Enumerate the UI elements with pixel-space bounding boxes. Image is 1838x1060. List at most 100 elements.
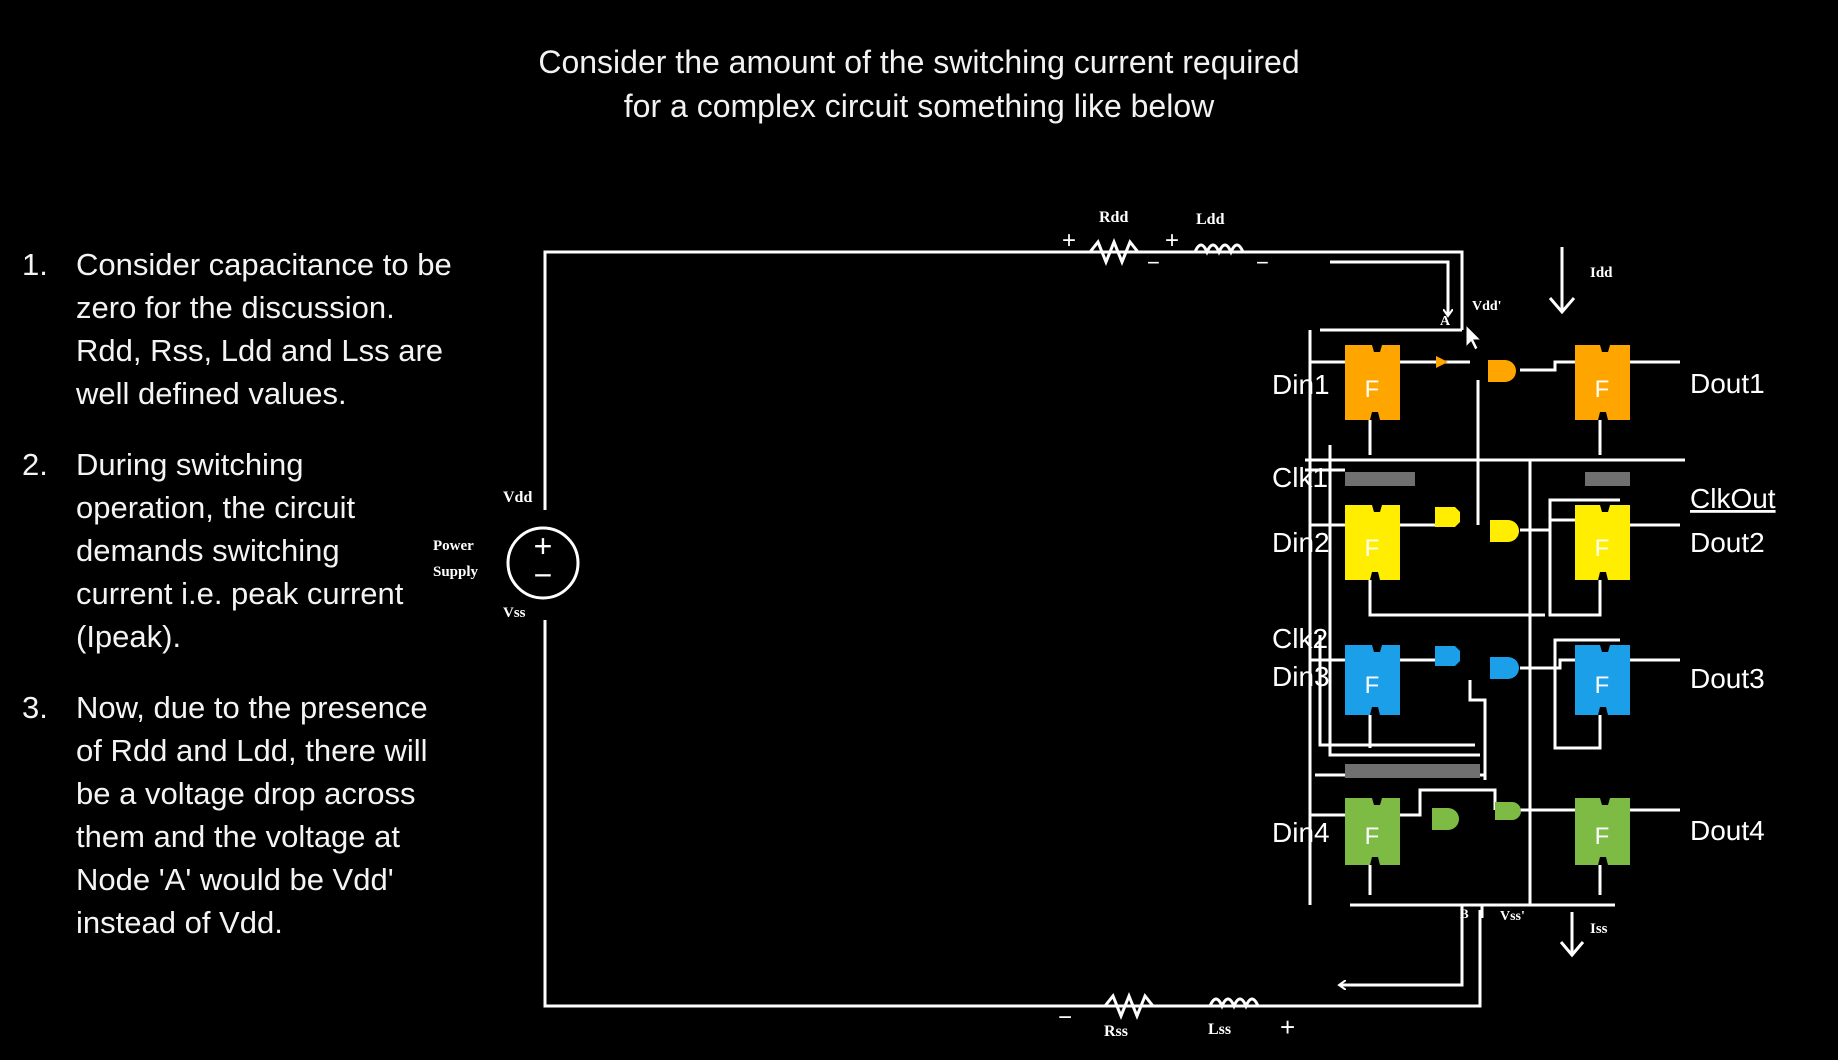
- gate-feed-5: [1400, 788, 1497, 817]
- din3-label: Din3: [1272, 661, 1330, 692]
- point-line: During switching: [76, 447, 304, 482]
- dout3-label: Dout3: [1690, 663, 1765, 694]
- rdd-label: Rdd: [1099, 209, 1128, 226]
- gate-to-ff-3: [1520, 658, 1575, 670]
- point-number: 2.: [22, 447, 48, 482]
- idd-branch: [1090, 250, 1464, 330]
- lss-inductor: [1208, 997, 1260, 1010]
- title-line-1: Consider the amount of the switching cur…: [538, 44, 1300, 80]
- point-line: current i.e. peak current: [76, 576, 404, 611]
- point-line: them and the voltage at: [76, 819, 401, 854]
- lss-label: Lss: [1208, 1021, 1231, 1038]
- clk-buffer-2: [1585, 472, 1630, 486]
- dout4-label: Dout4: [1690, 815, 1765, 846]
- clk2-line: [1318, 635, 1475, 747]
- ff-label: F: [1365, 535, 1380, 562]
- slide-title: Consider the amount of the switching cur…: [0, 40, 1838, 128]
- power-supply-symbol: [506, 526, 580, 600]
- node-a-arrow: [1330, 260, 1448, 315]
- vss-label: Vss: [503, 605, 526, 621]
- point-line: zero for the discussion.: [76, 290, 395, 325]
- right-tap-3: [1553, 638, 1620, 750]
- dout1-label: Dout1: [1690, 368, 1765, 399]
- buffer-gate-2: [1435, 507, 1460, 527]
- point-line: demands switching: [76, 533, 340, 568]
- logic-rails: [1305, 328, 1685, 907]
- dout2-label: Dout2: [1690, 527, 1765, 558]
- buffer-gate-1: [1436, 356, 1448, 368]
- point-line: Rdd, Rss, Ldd and Lss are: [76, 333, 444, 368]
- flip-flop-row-2: F F: [1345, 505, 1630, 580]
- ldd-minus: −: [1256, 250, 1269, 275]
- point-line: (Ipeak).: [76, 619, 182, 654]
- idd-arrow: [1548, 247, 1576, 315]
- vdd-prime-label: Vdd': [1472, 299, 1502, 314]
- rdd-plus: +: [1062, 227, 1076, 254]
- clk-buffer-3: [1345, 764, 1480, 778]
- discussion-points: 1. Consider capacitance to be zero for t…: [22, 243, 492, 972]
- flip-flop-2b: [1575, 505, 1630, 580]
- din2-label: Din2: [1272, 527, 1330, 558]
- lss-plus: +: [1280, 1012, 1295, 1042]
- point-line: Node 'A' would be Vdd': [76, 862, 394, 897]
- point-1: 1. Consider capacitance to be zero for t…: [22, 243, 492, 415]
- supply-plus-sign: +: [534, 528, 553, 564]
- ff-label: F: [1595, 535, 1610, 562]
- flip-flop-row-4: F F: [1345, 798, 1630, 865]
- rss-minus: −: [1058, 1004, 1072, 1031]
- gate-to-ff-1: [1520, 360, 1575, 372]
- power-label: Power: [433, 538, 474, 554]
- and-gate-4: [1432, 808, 1459, 830]
- point-line: Consider capacitance to be: [76, 247, 452, 282]
- top-wire: [543, 250, 1090, 510]
- rdd-resistor: [1088, 237, 1140, 267]
- right-tap-2: [1548, 498, 1620, 617]
- point-line: operation, the circuit: [76, 490, 356, 525]
- ldd-plus: +: [1165, 227, 1179, 254]
- iss-label: Iss: [1590, 921, 1608, 937]
- buffer-gate-3: [1435, 646, 1460, 666]
- supply-label: Supply: [433, 564, 479, 580]
- point-2: 2. During switching operation, the circu…: [22, 443, 492, 658]
- flip-flop-4a: [1345, 798, 1400, 865]
- iss-arrow: [1559, 912, 1585, 958]
- gate-feed-4: [1468, 680, 1487, 780]
- ff-label: F: [1595, 376, 1610, 403]
- point-3: 3. Now, due to the presence of Rdd and L…: [22, 686, 492, 944]
- rdd-minus: −: [1147, 250, 1160, 275]
- mouse-cursor-icon: [1465, 323, 1483, 351]
- and-gate-2: [1490, 520, 1519, 542]
- point-number: 3.: [22, 690, 48, 725]
- ff-label: F: [1365, 376, 1380, 403]
- flip-flop-2a: [1345, 505, 1400, 580]
- clk1-label: Clk1: [1272, 462, 1328, 493]
- ff-label: F: [1595, 672, 1610, 699]
- din1-label: Din1: [1272, 369, 1330, 400]
- point-number: 1.: [22, 247, 48, 282]
- ff-label: F: [1595, 823, 1610, 850]
- vss-prime-label: Vss': [1500, 909, 1525, 924]
- and-gate-3: [1490, 657, 1519, 679]
- flip-flop-1b: [1575, 345, 1630, 420]
- point-line: instead of Vdd.: [76, 905, 283, 940]
- flip-flop-row-1: F F: [1345, 345, 1630, 420]
- din4-label: Din4: [1272, 817, 1330, 848]
- point-line: be a voltage drop across: [76, 776, 416, 811]
- point-line: of Rdd and Ldd, there will: [76, 733, 428, 768]
- point-line: well defined values.: [76, 376, 347, 411]
- flip-flop-3a: [1345, 645, 1400, 715]
- rss-resistor: [1103, 991, 1155, 1021]
- ldd-label: Ldd: [1196, 211, 1225, 228]
- vdd-label: Vdd: [503, 489, 532, 506]
- buffer-gate-4: [1495, 802, 1521, 820]
- supply-minus-sign: −: [534, 557, 553, 593]
- ff-label: F: [1365, 823, 1380, 850]
- node-b-label: B: [1460, 906, 1469, 921]
- iss-branch: [1340, 905, 1464, 985]
- point-line: Now, due to the presence: [76, 690, 428, 725]
- rss-label: Rss: [1104, 1023, 1128, 1040]
- ff-label: F: [1365, 672, 1380, 699]
- and-gate-1: [1488, 360, 1516, 382]
- supply-loop: [543, 250, 1482, 1008]
- ldd-inductor: [1193, 243, 1245, 256]
